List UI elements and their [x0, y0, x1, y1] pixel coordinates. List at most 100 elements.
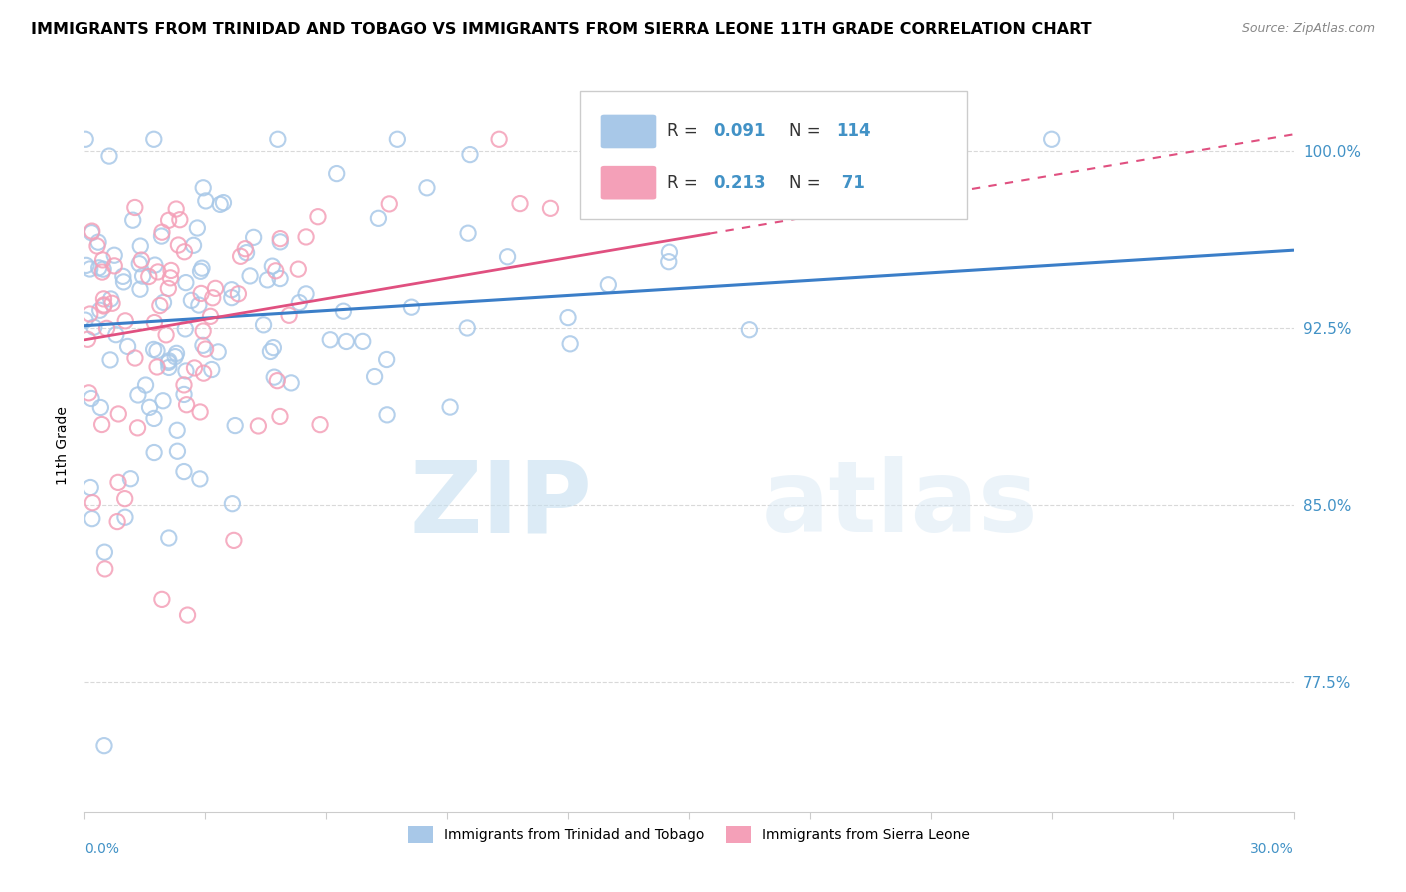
Point — [173, 377, 195, 392]
Point — [129, 282, 152, 296]
Point — [176, 398, 198, 412]
Point — [174, 364, 197, 378]
Text: 114: 114 — [837, 122, 872, 140]
Point — [160, 263, 183, 277]
Point — [191, 324, 214, 338]
Point — [173, 465, 195, 479]
Text: 30.0%: 30.0% — [1250, 842, 1294, 856]
FancyBboxPatch shape — [600, 166, 657, 200]
Point — [143, 445, 166, 459]
Text: 0.091: 0.091 — [713, 122, 766, 140]
Point — [375, 352, 398, 367]
Point — [269, 235, 291, 249]
Point — [309, 417, 332, 432]
Point — [335, 334, 357, 349]
Point — [174, 276, 197, 290]
Point — [224, 418, 246, 433]
Point — [80, 511, 103, 525]
Point — [157, 355, 180, 369]
Point — [188, 472, 211, 486]
Text: N =: N = — [789, 174, 827, 192]
Point — [295, 230, 318, 244]
Point — [105, 515, 128, 529]
Point — [458, 147, 481, 161]
Point — [325, 167, 347, 181]
Point — [186, 221, 208, 235]
Point — [263, 370, 285, 384]
Text: N =: N = — [789, 122, 827, 140]
Point — [288, 295, 311, 310]
Point — [93, 739, 115, 753]
Point — [114, 314, 136, 328]
Point — [488, 132, 510, 146]
Point — [557, 310, 579, 325]
Point — [79, 262, 101, 277]
Point — [77, 385, 100, 400]
Text: R =: R = — [668, 174, 703, 192]
Point — [221, 497, 243, 511]
Point — [143, 258, 166, 272]
Point — [174, 322, 197, 336]
Point — [155, 327, 177, 342]
Point — [157, 213, 180, 227]
Point — [187, 298, 209, 312]
Point — [818, 191, 841, 205]
Point — [378, 197, 401, 211]
Point — [190, 286, 212, 301]
Point — [142, 343, 165, 357]
Point — [173, 387, 195, 401]
Point — [221, 283, 243, 297]
Point — [252, 318, 274, 332]
Point — [456, 321, 478, 335]
Point — [146, 265, 169, 279]
Point — [87, 235, 110, 249]
Point — [267, 132, 290, 146]
Point — [111, 269, 134, 284]
Point — [91, 265, 114, 279]
Point — [738, 323, 761, 337]
Point — [80, 224, 103, 238]
Point — [201, 291, 224, 305]
Point — [124, 351, 146, 365]
Point — [229, 249, 252, 263]
Point — [191, 338, 214, 352]
Point — [439, 400, 461, 414]
Point — [367, 211, 389, 226]
Point — [280, 376, 302, 390]
Point — [193, 181, 215, 195]
Point — [278, 308, 301, 322]
Point — [79, 481, 101, 495]
Point — [287, 262, 309, 277]
Point — [332, 304, 354, 318]
Point — [80, 392, 103, 406]
Point — [150, 225, 173, 239]
Point — [91, 252, 114, 267]
Point — [201, 362, 224, 376]
Point — [207, 344, 229, 359]
Point — [363, 369, 385, 384]
Point — [96, 321, 118, 335]
Text: Source: ZipAtlas.com: Source: ZipAtlas.com — [1241, 22, 1375, 36]
Point — [152, 393, 174, 408]
Point — [114, 491, 136, 506]
Point — [142, 132, 165, 146]
Point — [1040, 132, 1063, 146]
Point — [183, 361, 205, 376]
Text: 0.213: 0.213 — [713, 174, 766, 192]
Point — [180, 293, 202, 308]
Point — [221, 291, 243, 305]
Point — [496, 250, 519, 264]
Point — [91, 262, 114, 277]
Point — [80, 226, 103, 240]
Point — [98, 149, 121, 163]
Point — [166, 444, 188, 458]
Point — [165, 202, 187, 216]
Point — [212, 195, 235, 210]
Point — [100, 292, 122, 306]
Y-axis label: 11th Grade: 11th Grade — [56, 407, 70, 485]
Point — [117, 339, 139, 353]
Point — [146, 359, 169, 374]
Point — [75, 313, 97, 327]
Point — [259, 344, 281, 359]
Point — [93, 545, 115, 559]
